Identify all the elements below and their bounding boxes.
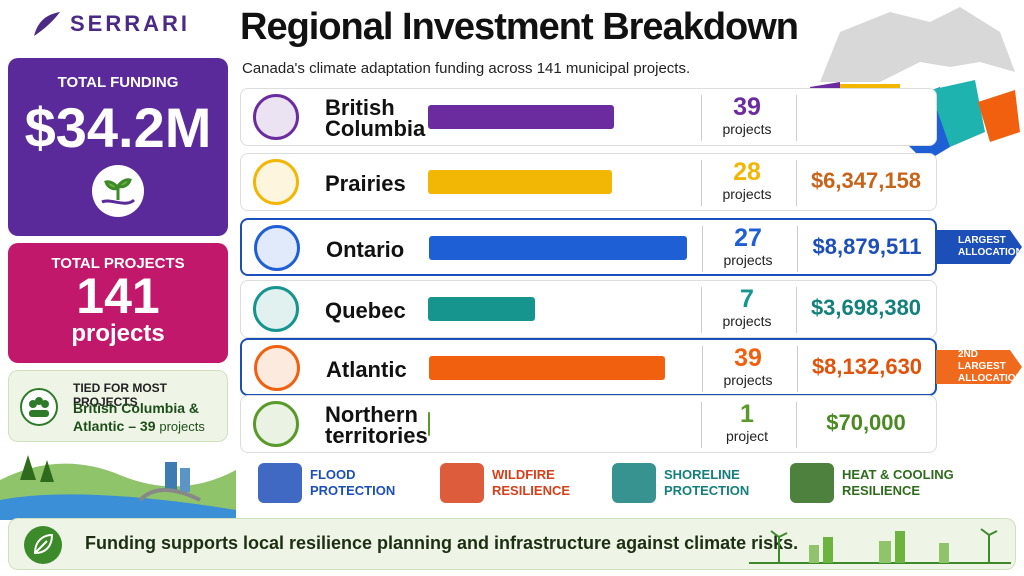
funding-bar (428, 412, 431, 436)
project-unit: project (725, 428, 769, 444)
region-icon (253, 94, 299, 140)
funding-label: TOTAL FUNDING (57, 74, 179, 91)
project-count: 39 (733, 93, 761, 121)
region-row: Atlantic 39 projects $8,132,630 (240, 338, 937, 396)
category-icon (612, 463, 656, 503)
title: Regional Investment Breakdown (240, 6, 799, 48)
project-count: 7 (740, 285, 754, 313)
region-icon (254, 345, 300, 391)
region-row: Ontario 27 projects $8,879,511 (240, 218, 937, 276)
divider (797, 346, 798, 392)
project-count: 28 (733, 158, 761, 186)
project-unit: projects (722, 313, 772, 329)
funding-amount: $8,132,630 (811, 354, 923, 379)
project-count: 27 (734, 224, 762, 252)
project-unit: projects (722, 186, 772, 202)
divider (701, 95, 702, 141)
divider (701, 287, 702, 333)
region-icon (254, 225, 300, 271)
region-icon (253, 401, 299, 447)
projects-label: TOTAL PROJECTS (51, 255, 185, 272)
region-name: Atlantic (326, 356, 407, 382)
divider (796, 402, 797, 448)
funding-bar (428, 105, 614, 129)
region-name: Ontario (326, 236, 405, 262)
category-label: FLOOD PROTECTION (310, 467, 396, 498)
region-row: Quebec 7 projects $3,698,380 (240, 280, 937, 338)
region-icon (253, 159, 299, 205)
tied-unit: projects (159, 419, 205, 434)
category: FLOOD PROTECTION (258, 458, 425, 508)
category: WILDFIRE RESILIENCE (440, 458, 607, 508)
city-skyline (749, 528, 1011, 564)
funding-amount: $8,879,511 (812, 234, 922, 259)
region-row: Prairies 28 projects $6,347,158 (240, 153, 937, 211)
divider (701, 160, 702, 206)
divider (797, 226, 798, 272)
project-count: 39 (734, 344, 762, 372)
tied-card: TIED FOR MOST PROJECTS British Columbia … (8, 370, 228, 442)
funding-bar (428, 170, 613, 194)
project-count: 1 (740, 400, 754, 428)
project-unit: projects (723, 372, 773, 388)
logo-icon (34, 12, 60, 36)
category-icon (258, 463, 302, 503)
allocation-tag: 2ND LARGEST ALLOCATION (936, 350, 1022, 384)
category: SHORELINE PROTECTION (612, 458, 779, 508)
project-unit: projects (722, 121, 772, 137)
projects-value: 141 (76, 268, 160, 324)
allocation-tag: LARGEST ALLOCATION (936, 230, 1022, 264)
divider (701, 402, 702, 448)
category-icon (440, 463, 484, 503)
region-name: British Columbia (325, 95, 426, 141)
category: HEAT & COOLING RESILIENCE (790, 458, 957, 508)
plant-icon (92, 165, 144, 217)
project-unit: projects (723, 252, 773, 268)
funding-bar (429, 236, 687, 260)
logo: SERRARI (30, 10, 190, 38)
region-row: British Columbia 39 projects (240, 88, 937, 146)
region-icon (253, 286, 299, 332)
region-name: Prairies (325, 170, 406, 196)
canada-map (810, 7, 1020, 162)
funding-bar (428, 297, 536, 321)
region-row: Northern territories 1 project $70,000 (240, 395, 937, 453)
divider (796, 287, 797, 333)
funding-value: $34.2M (24, 96, 212, 159)
category-label: HEAT & COOLING RESILIENCE (842, 467, 954, 498)
footer-text: Funding supports local resilience planni… (85, 533, 799, 553)
projects-unit: projects (71, 320, 165, 347)
divider (796, 95, 797, 141)
footer: Funding supports local resilience planni… (8, 518, 1016, 570)
divider (702, 226, 703, 272)
funding-bar (429, 356, 666, 380)
divider (702, 346, 703, 392)
funding-amount: $70,000 (826, 410, 906, 435)
tied-label: TIED FOR MOST PROJECTS (73, 381, 167, 409)
category-label: WILDFIRE RESILIENCE (492, 467, 571, 498)
landscape (0, 455, 236, 520)
category-icon (790, 463, 834, 503)
funding-card: TOTAL FUNDING $34.2M (8, 58, 228, 236)
region-name: Quebec (325, 297, 406, 323)
category-label: SHORELINE PROTECTION (664, 467, 750, 498)
logo-text: SERRARI (70, 11, 191, 36)
subtitle: Canada's climate adaptation funding acro… (242, 60, 691, 77)
projects-card: TOTAL PROJECTS 141 projects (8, 243, 228, 363)
funding-amount: $3,698,380 (810, 295, 922, 320)
region-name: Northern territories (325, 402, 428, 448)
funding-amount: $6,347,158 (810, 168, 922, 193)
people-icon (20, 388, 58, 426)
leaf-icon (24, 526, 62, 564)
tied-text: British Columbia & Atlantic – 39 (73, 400, 200, 434)
divider (796, 160, 797, 206)
